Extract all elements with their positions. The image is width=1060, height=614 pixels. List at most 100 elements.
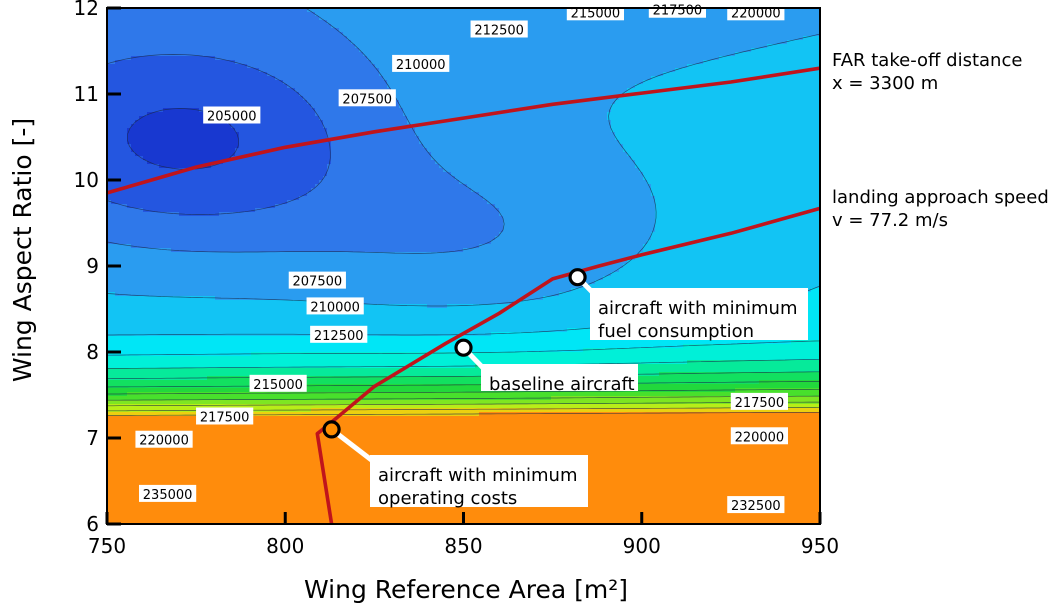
contour-cell [527,44,532,49]
contour-cell [155,16,160,21]
contour-cell [355,20,360,25]
contour-cell [735,92,740,97]
contour-cell [483,68,488,73]
contour-cell [115,40,120,45]
contour-cell [463,88,468,93]
contour-cell [807,84,812,89]
contour-cell [251,40,256,45]
contour-cell [743,36,748,41]
contour-cell [535,32,540,37]
contour-cell [531,40,536,45]
contour-cell [327,92,332,97]
contour-cell [803,32,808,37]
contour-cell [275,44,280,49]
contour-cell [727,64,732,69]
contour-cell [671,112,676,117]
contour-cell [763,28,768,33]
contour-cell [207,44,212,49]
contour-cell [691,76,696,81]
contour-cell [199,116,204,121]
contour-cell [527,24,532,29]
contour-cell [167,96,172,101]
contour-cell [323,60,328,65]
contour-cell [367,76,372,81]
contour-cell [119,64,124,69]
contour-cell [607,44,612,49]
contour-cell [775,112,780,117]
contour-cell [347,40,352,45]
contour-cell [107,104,112,109]
contour-cell [691,36,696,41]
contour-cell [355,68,360,73]
contour-cell [127,76,132,81]
contour-cell [755,32,760,37]
contour-cell [711,32,716,37]
contour-cell [535,16,540,21]
contour-cell [723,36,728,41]
contour-cell [459,8,464,13]
contour-cell [151,108,156,113]
contour-cell [735,48,740,53]
contour-cell [439,92,444,97]
contour-cell [371,52,376,57]
contour-cell [183,32,188,37]
contour-cell [439,84,444,89]
contour-cell [811,44,816,49]
contour-cell [275,20,280,25]
contour-cell [283,76,288,81]
contour-cell [447,8,452,13]
contour-cell [639,72,644,77]
contour-cell [643,112,648,117]
contour-cell [759,48,764,53]
contour-cell [143,56,148,61]
contour-cell [287,40,292,45]
contour-cell [735,112,740,117]
contour-cell [499,116,504,121]
contour-cell [535,40,540,45]
contour-cell [687,56,692,61]
contour-cell [771,60,776,65]
contour-cell [627,116,632,121]
contour-cell [435,92,440,97]
contour-cell [539,108,544,113]
contour-cell [583,64,588,69]
contour-cell [131,112,136,117]
contour-cell [351,60,356,65]
contour-cell [107,68,112,73]
contour-cell [759,64,764,69]
contour-cell [515,60,520,65]
contour-cell [215,24,220,29]
contour-cell [615,52,620,57]
contour-cell [795,56,800,61]
contour-cell [219,72,224,77]
contour-cell [567,48,572,53]
contour-cell [743,116,748,121]
contour-cell [291,36,296,41]
contour-cell [323,80,328,85]
contour-cell [559,88,564,93]
contour-cell [655,84,660,89]
contour-cell [535,68,540,73]
contour-cell [803,100,808,105]
contour-cell [423,92,428,97]
contour-cell [719,32,724,37]
contour-cell [355,64,360,69]
contour-cell [343,108,348,113]
contour-cell [455,36,460,41]
contour-cell [375,28,380,33]
contour-cell [727,32,732,37]
contour-cell [259,36,264,41]
contour-cell [575,80,580,85]
contour-cell [799,44,804,49]
contour-cell [227,72,232,77]
contour-cell [223,64,228,69]
contour-cell [587,80,592,85]
contour-cell [387,116,392,121]
contour-cell [451,52,456,57]
contour-cell [323,112,328,117]
contour-cell [783,24,788,29]
contour-cell [303,104,308,109]
contour-cell [383,36,388,41]
contour-cell [419,40,424,45]
contour-cell [159,72,164,77]
